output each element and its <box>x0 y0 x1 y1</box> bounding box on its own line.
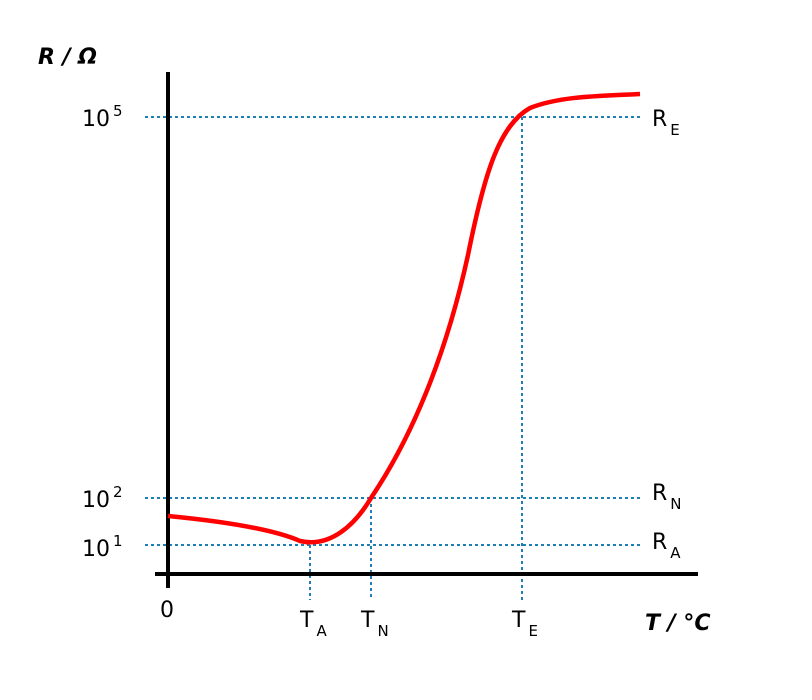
level-label-base: R <box>652 481 667 506</box>
y-tick-label-base: 10 <box>82 537 110 562</box>
y-tick-label-index: 2 <box>113 483 123 501</box>
y-tick-label: 10 5 <box>82 102 123 132</box>
curve <box>167 91 641 545</box>
level-label-base: R <box>652 107 667 132</box>
x-tick-label-index: N <box>377 622 388 640</box>
level-label-base: R <box>652 530 667 555</box>
y-tick-label: 10 1 <box>82 532 123 562</box>
level-label-index: N <box>670 495 681 513</box>
x-tick-label-base: T <box>299 608 314 633</box>
x-tick-label-base: T <box>360 608 375 633</box>
x-tick-label-base: T <box>511 608 526 633</box>
y-tick-label-index: 1 <box>113 532 123 550</box>
level-label-index: A <box>670 544 681 562</box>
labels: 10 510 210 1T A T N T ER ER NR A <box>82 102 682 640</box>
y-tick-label: 10 2 <box>82 483 123 513</box>
x-axis-label: T / °C <box>645 611 711 636</box>
y-tick-label-base: 10 <box>82 107 110 132</box>
x-tick-label-index: E <box>528 622 537 640</box>
y-tick-label-base: 10 <box>82 488 110 513</box>
y-tick-label-index: 5 <box>113 102 123 120</box>
y-axis-label: R / Ω <box>38 45 97 70</box>
x-tick-label-index: A <box>316 622 327 640</box>
level-label-index: E <box>670 121 679 139</box>
origin-label: 0 <box>160 598 174 623</box>
